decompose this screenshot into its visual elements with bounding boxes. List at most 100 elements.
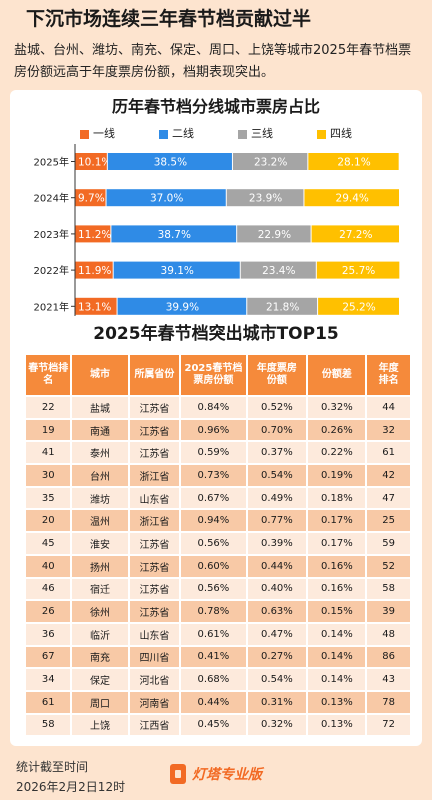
chart-legend: 一线 二线 三线 四线	[0, 126, 432, 142]
table-cell: 浙江省	[129, 465, 180, 486]
bar-segment	[75, 189, 106, 207]
table-cell: 扬州	[72, 555, 128, 577]
bar-segment	[113, 261, 240, 279]
table-row: 34 保定 河北省 0.68% 0.54% 0.14% 43	[26, 669, 410, 690]
table-cell: 0.31%	[247, 691, 307, 713]
data-label: 38.7%	[158, 229, 191, 241]
table-cell: 0.54%	[247, 465, 307, 486]
table-cell: 47	[367, 487, 410, 509]
table-cell: 江苏省	[129, 555, 180, 577]
table-cell: 河南省	[129, 691, 180, 713]
table-header-cell: 年度票房 份额	[247, 355, 307, 395]
table-cell: 江苏省	[129, 578, 180, 600]
bar-segment	[304, 189, 399, 207]
table-cell: 45	[26, 533, 71, 554]
legend-swatch	[238, 129, 247, 139]
category-label: 2022年	[34, 264, 69, 277]
table-cell: 四川省	[129, 646, 180, 668]
table-title: 2025年春节档突出城市TOP15	[93, 324, 339, 344]
table-cell: 0.68%	[181, 669, 246, 690]
table-cell: 0.59%	[181, 442, 246, 464]
table-cell: 温州	[72, 510, 128, 532]
table-cell: 44	[367, 397, 410, 418]
table-cell: 0.13%	[308, 691, 366, 713]
data-label: 23.4%	[262, 265, 295, 277]
legend-swatch	[80, 129, 89, 139]
data-label: 21.8%	[266, 301, 299, 313]
category-label: 2021年	[34, 300, 69, 313]
table-cell: 43	[367, 669, 410, 690]
table-cell: 0.32%	[308, 397, 366, 418]
table-cell: 26	[26, 601, 71, 622]
footer-note-label: 统计截至时间	[16, 760, 89, 774]
table-header-cell: 份额差	[308, 355, 366, 395]
table-cell: 0.27%	[247, 646, 307, 668]
bar-segment	[111, 225, 237, 243]
table-cell: 30	[26, 465, 71, 486]
table-cell: 52	[367, 555, 410, 577]
table-cell: 32	[367, 419, 410, 441]
table-cell: 0.96%	[181, 419, 246, 441]
legend-item-1: 二线	[159, 126, 194, 142]
table-cell: 78	[367, 691, 410, 713]
table-row: 35 潍坊 山东省 0.67% 0.49% 0.18% 47	[26, 487, 410, 509]
table-cell: 0.22%	[308, 442, 366, 464]
bar-segment	[316, 261, 400, 279]
table-cell: 0.52%	[247, 397, 307, 418]
table-row: 22 盐城 江苏省 0.84% 0.52% 0.32% 44	[26, 397, 410, 418]
table-cell: 周口	[72, 691, 128, 713]
data-label: 10.1%	[78, 157, 111, 169]
table-cell: 58	[367, 578, 410, 600]
table-cell: 20	[26, 510, 71, 532]
chart-title: 历年春节档分线城市票房占比	[111, 97, 320, 116]
table-row: 26 徐州 江苏省 0.78% 0.63% 0.15% 39	[26, 601, 410, 622]
table-cell: 临沂	[72, 623, 128, 645]
top15-table: 春节档排名城市 所属省份 2025春节档 票房份额 年度票房 份额 份额差 年度 排名 22 盐城…	[24, 353, 412, 737]
table-row: 61 周口 河南省 0.44% 0.31% 0.13% 78	[26, 691, 410, 713]
table-cell: 40	[26, 555, 71, 577]
bar-segment	[117, 297, 247, 315]
table-cell: 江苏省	[129, 533, 180, 554]
table-cell: 0.73%	[181, 465, 246, 486]
table-cell: 浙江省	[129, 510, 180, 532]
footer-note-date: 2026年2月2日12时	[16, 780, 126, 794]
table-cell: 46	[26, 578, 71, 600]
table-cell: 盐城	[72, 397, 128, 418]
table-cell: 0.37%	[247, 442, 307, 464]
table-cell: 0.63%	[247, 601, 307, 622]
table-cell: 0.56%	[181, 533, 246, 554]
lighthouse-logo-icon	[170, 764, 186, 784]
table-cell: 江苏省	[129, 419, 180, 441]
data-label: 22.9%	[258, 229, 291, 241]
bar-segment	[237, 225, 311, 243]
table-cell: 0.44%	[181, 691, 246, 713]
table-cell: 0.94%	[181, 510, 246, 532]
table-cell: 江苏省	[129, 397, 180, 418]
table-cell: 宿迁	[72, 578, 128, 600]
table-cell: 南通	[72, 419, 128, 441]
category-label: 2024年	[34, 192, 69, 205]
table-cell: 19	[26, 419, 71, 441]
table-row: 40 扬州 江苏省 0.60% 0.44% 0.16% 52	[26, 555, 410, 577]
table-cell: 泰州	[72, 442, 128, 464]
table-cell: 0.16%	[308, 555, 366, 577]
table-cell: 0.49%	[247, 487, 307, 509]
table-cell: 保定	[72, 669, 128, 690]
table-cell: 0.44%	[247, 555, 307, 577]
table-header-cell: 城市	[72, 355, 128, 395]
table-cell: 河北省	[129, 669, 180, 690]
data-label: 37.0%	[150, 193, 183, 205]
table-row: 67 南充 四川省 0.41% 0.27% 0.14% 86	[26, 646, 410, 668]
bar-segment	[75, 297, 117, 315]
table-cell: 0.17%	[308, 533, 366, 554]
table-cell: 0.41%	[181, 646, 246, 668]
table-cell: 0.78%	[181, 601, 246, 622]
table-row: 19 南通 江苏省 0.96% 0.70% 0.26% 32	[26, 419, 410, 441]
data-label: 23.9%	[249, 193, 282, 205]
table-cell: 淮安	[72, 533, 128, 554]
table-cell: 58	[26, 714, 71, 736]
legend-label: 四线	[330, 127, 352, 140]
bar-segment	[232, 153, 308, 170]
table-cell: 潍坊	[72, 487, 128, 509]
table-cell: 山东省	[129, 487, 180, 509]
